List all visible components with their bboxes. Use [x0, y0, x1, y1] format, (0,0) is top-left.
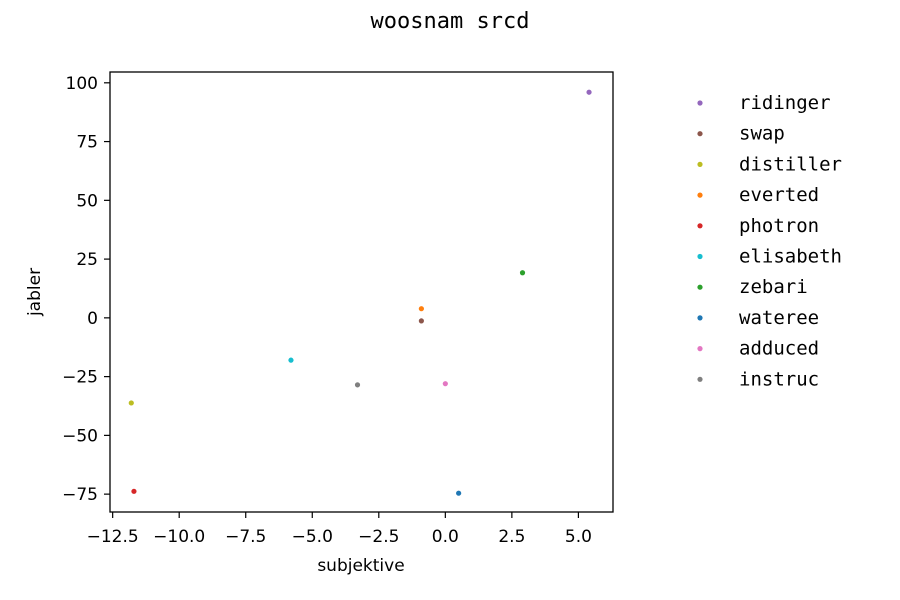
legend-item-adduced: adduced	[697, 338, 819, 360]
legend-label: zebari	[739, 276, 808, 298]
x-tick-label: 0.0	[432, 527, 459, 547]
legend-marker	[697, 223, 703, 229]
x-tick-label: −2.5	[358, 527, 399, 547]
legend-marker	[697, 253, 703, 260]
x-tick-label: 5.0	[565, 527, 592, 547]
legend-label: ridinger	[739, 92, 831, 114]
legend-item-everted: everted	[697, 184, 819, 206]
y-tick-label: 50	[76, 191, 98, 211]
legend-marker	[697, 192, 703, 198]
y-tick-label: 25	[76, 250, 98, 270]
x-tick-label: −12.5	[87, 527, 139, 547]
legend-label: distiller	[739, 153, 842, 175]
plot-frame	[109, 71, 614, 513]
legend-item-elisabeth: elisabeth	[697, 246, 842, 268]
legend-label: photron	[739, 215, 819, 237]
y-tick-label: −75	[62, 485, 98, 505]
y-tick-label: −25	[62, 368, 98, 388]
legend-label: swap	[739, 123, 785, 145]
x-tick-label: −7.5	[225, 527, 266, 547]
data-point-instruc	[354, 382, 361, 388]
legend-marker	[697, 131, 703, 137]
legend-marker	[697, 100, 703, 106]
legend-marker	[697, 161, 703, 167]
data-point-swap	[418, 318, 424, 324]
legend-marker	[697, 346, 703, 352]
legend-item-wateree: wateree	[697, 307, 819, 329]
legend-marker	[697, 376, 703, 382]
x-tick-label: −10.0	[153, 527, 205, 547]
legend-marker	[697, 284, 703, 290]
y-tick-label: −50	[62, 426, 98, 446]
legend-marker	[697, 315, 703, 321]
legend-label: wateree	[739, 307, 819, 329]
y-axis-label: jabler	[25, 268, 45, 317]
legend-label: everted	[739, 184, 819, 206]
data-point-ridinger	[586, 89, 592, 95]
x-tick-label: 2.5	[498, 527, 525, 547]
x-axis-label: subjektive	[317, 556, 404, 576]
legend-item-instruc: instruc	[697, 368, 819, 390]
legend-label: instruc	[739, 368, 819, 390]
legend-label: elisabeth	[739, 246, 842, 268]
legend-item-zebari: zebari	[697, 276, 808, 298]
legend-item-swap: swap	[697, 123, 785, 145]
legend-item-ridinger: ridinger	[697, 92, 831, 114]
data-point-elisabeth	[288, 357, 294, 363]
data-point-everted	[418, 306, 424, 312]
y-tick-label: 100	[66, 74, 98, 94]
legend: ridinger swap distiller everted photron elisa…	[697, 92, 842, 390]
x-tick-label: −5.0	[292, 527, 333, 547]
legend-label: adduced	[739, 338, 819, 360]
axis-ticks: −12.5 −10.0 −7.5 −5.0 −2.5 0.0 2.5 5.0 100 75 50 25…	[62, 74, 592, 547]
y-tick-label: 0	[87, 309, 98, 329]
data-point-wateree	[456, 490, 462, 496]
legend-item-distiller: distiller	[697, 153, 842, 175]
chart-title: woosnam srcd	[370, 9, 530, 34]
data-point-distiller	[128, 400, 134, 406]
data-points	[128, 89, 592, 496]
data-point-photron	[131, 488, 137, 494]
data-point-adduced	[442, 381, 448, 387]
data-point-zebari	[519, 270, 526, 276]
legend-item-photron: photron	[697, 215, 819, 237]
y-tick-label: 75	[76, 133, 98, 153]
